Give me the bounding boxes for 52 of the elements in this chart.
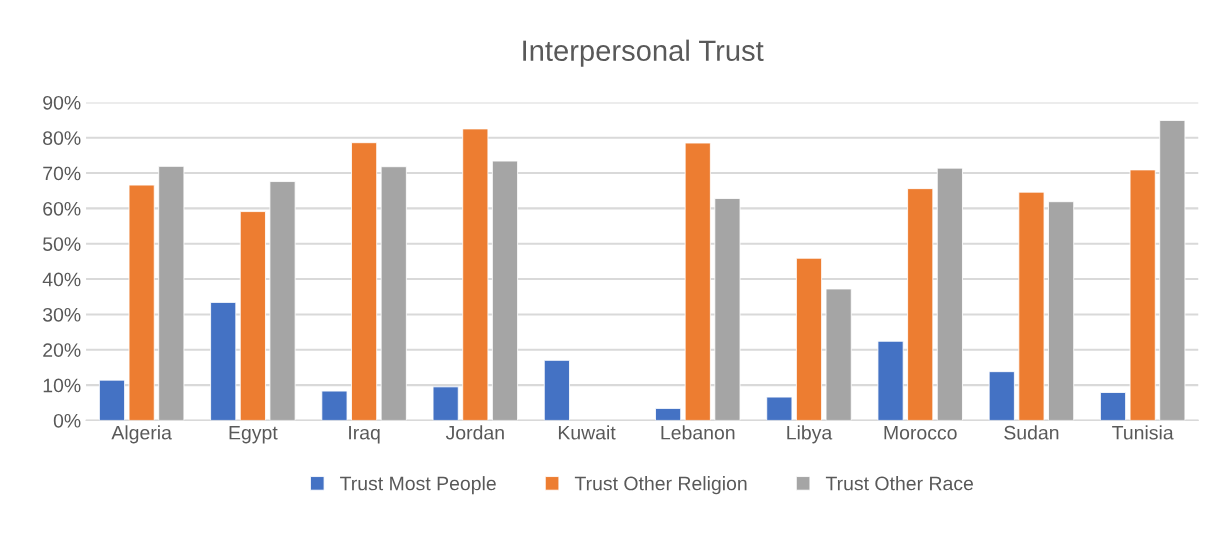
legend-label: Trust Other Race: [825, 476, 973, 491]
y-tick-label: 10%: [43, 378, 81, 393]
x-tick-label: Algeria: [111, 425, 172, 444]
bar: [380, 166, 407, 421]
x-tick-label: Lebanon: [661, 425, 735, 440]
bar: [462, 128, 489, 421]
x-tick-label: Kuwait: [558, 425, 616, 440]
y-tick-label: 0%: [53, 413, 81, 428]
bar: [98, 379, 126, 421]
x-tick-label: Egypt: [229, 426, 278, 444]
bar: [684, 142, 711, 421]
x-tick-label: Jordan: [445, 425, 504, 440]
y-tick-label: 50%: [43, 237, 81, 251]
bar: [795, 257, 823, 421]
bar: [321, 390, 348, 421]
bar: [239, 211, 266, 421]
x-tick-label: Sudan: [1004, 425, 1059, 440]
bar: [269, 181, 296, 421]
bar: [877, 340, 904, 421]
bar: [1159, 120, 1186, 421]
x-tick-label: Tunisia: [1112, 425, 1174, 440]
bar: [210, 301, 237, 421]
bar: [936, 167, 963, 421]
bar: [158, 165, 185, 421]
bar: [1099, 392, 1127, 421]
bar: [825, 288, 852, 421]
bar: [988, 371, 1015, 421]
legend-label: Trust Other Religion: [574, 476, 747, 495]
bar: [655, 407, 682, 421]
bar: [907, 188, 934, 421]
legend-label: Trust Most People: [340, 476, 496, 495]
y-tick-label: 20%: [43, 343, 81, 357]
bar: [1129, 169, 1156, 421]
y-tick-label: 60%: [43, 201, 81, 216]
x-tick-label: Libya: [787, 425, 833, 444]
y-tick-label: 40%: [42, 272, 81, 287]
bar: [1018, 191, 1045, 421]
bar: [432, 386, 459, 421]
y-tick-label: 90%: [43, 95, 81, 110]
chart-title: Interpersonal Trust: [523, 39, 764, 67]
bar: [543, 359, 570, 421]
bar: [351, 142, 378, 421]
y-tick-label: 70%: [43, 166, 81, 181]
y-tick-label: 30%: [42, 307, 81, 322]
bar: [766, 396, 793, 421]
bar: [128, 184, 155, 421]
bar: [714, 198, 741, 421]
x-tick-label: Iraq: [349, 426, 380, 444]
bar: [1048, 201, 1075, 421]
bar: [491, 160, 518, 421]
x-tick-label: Morocco: [884, 426, 957, 440]
y-tick-label: 80%: [43, 131, 81, 145]
